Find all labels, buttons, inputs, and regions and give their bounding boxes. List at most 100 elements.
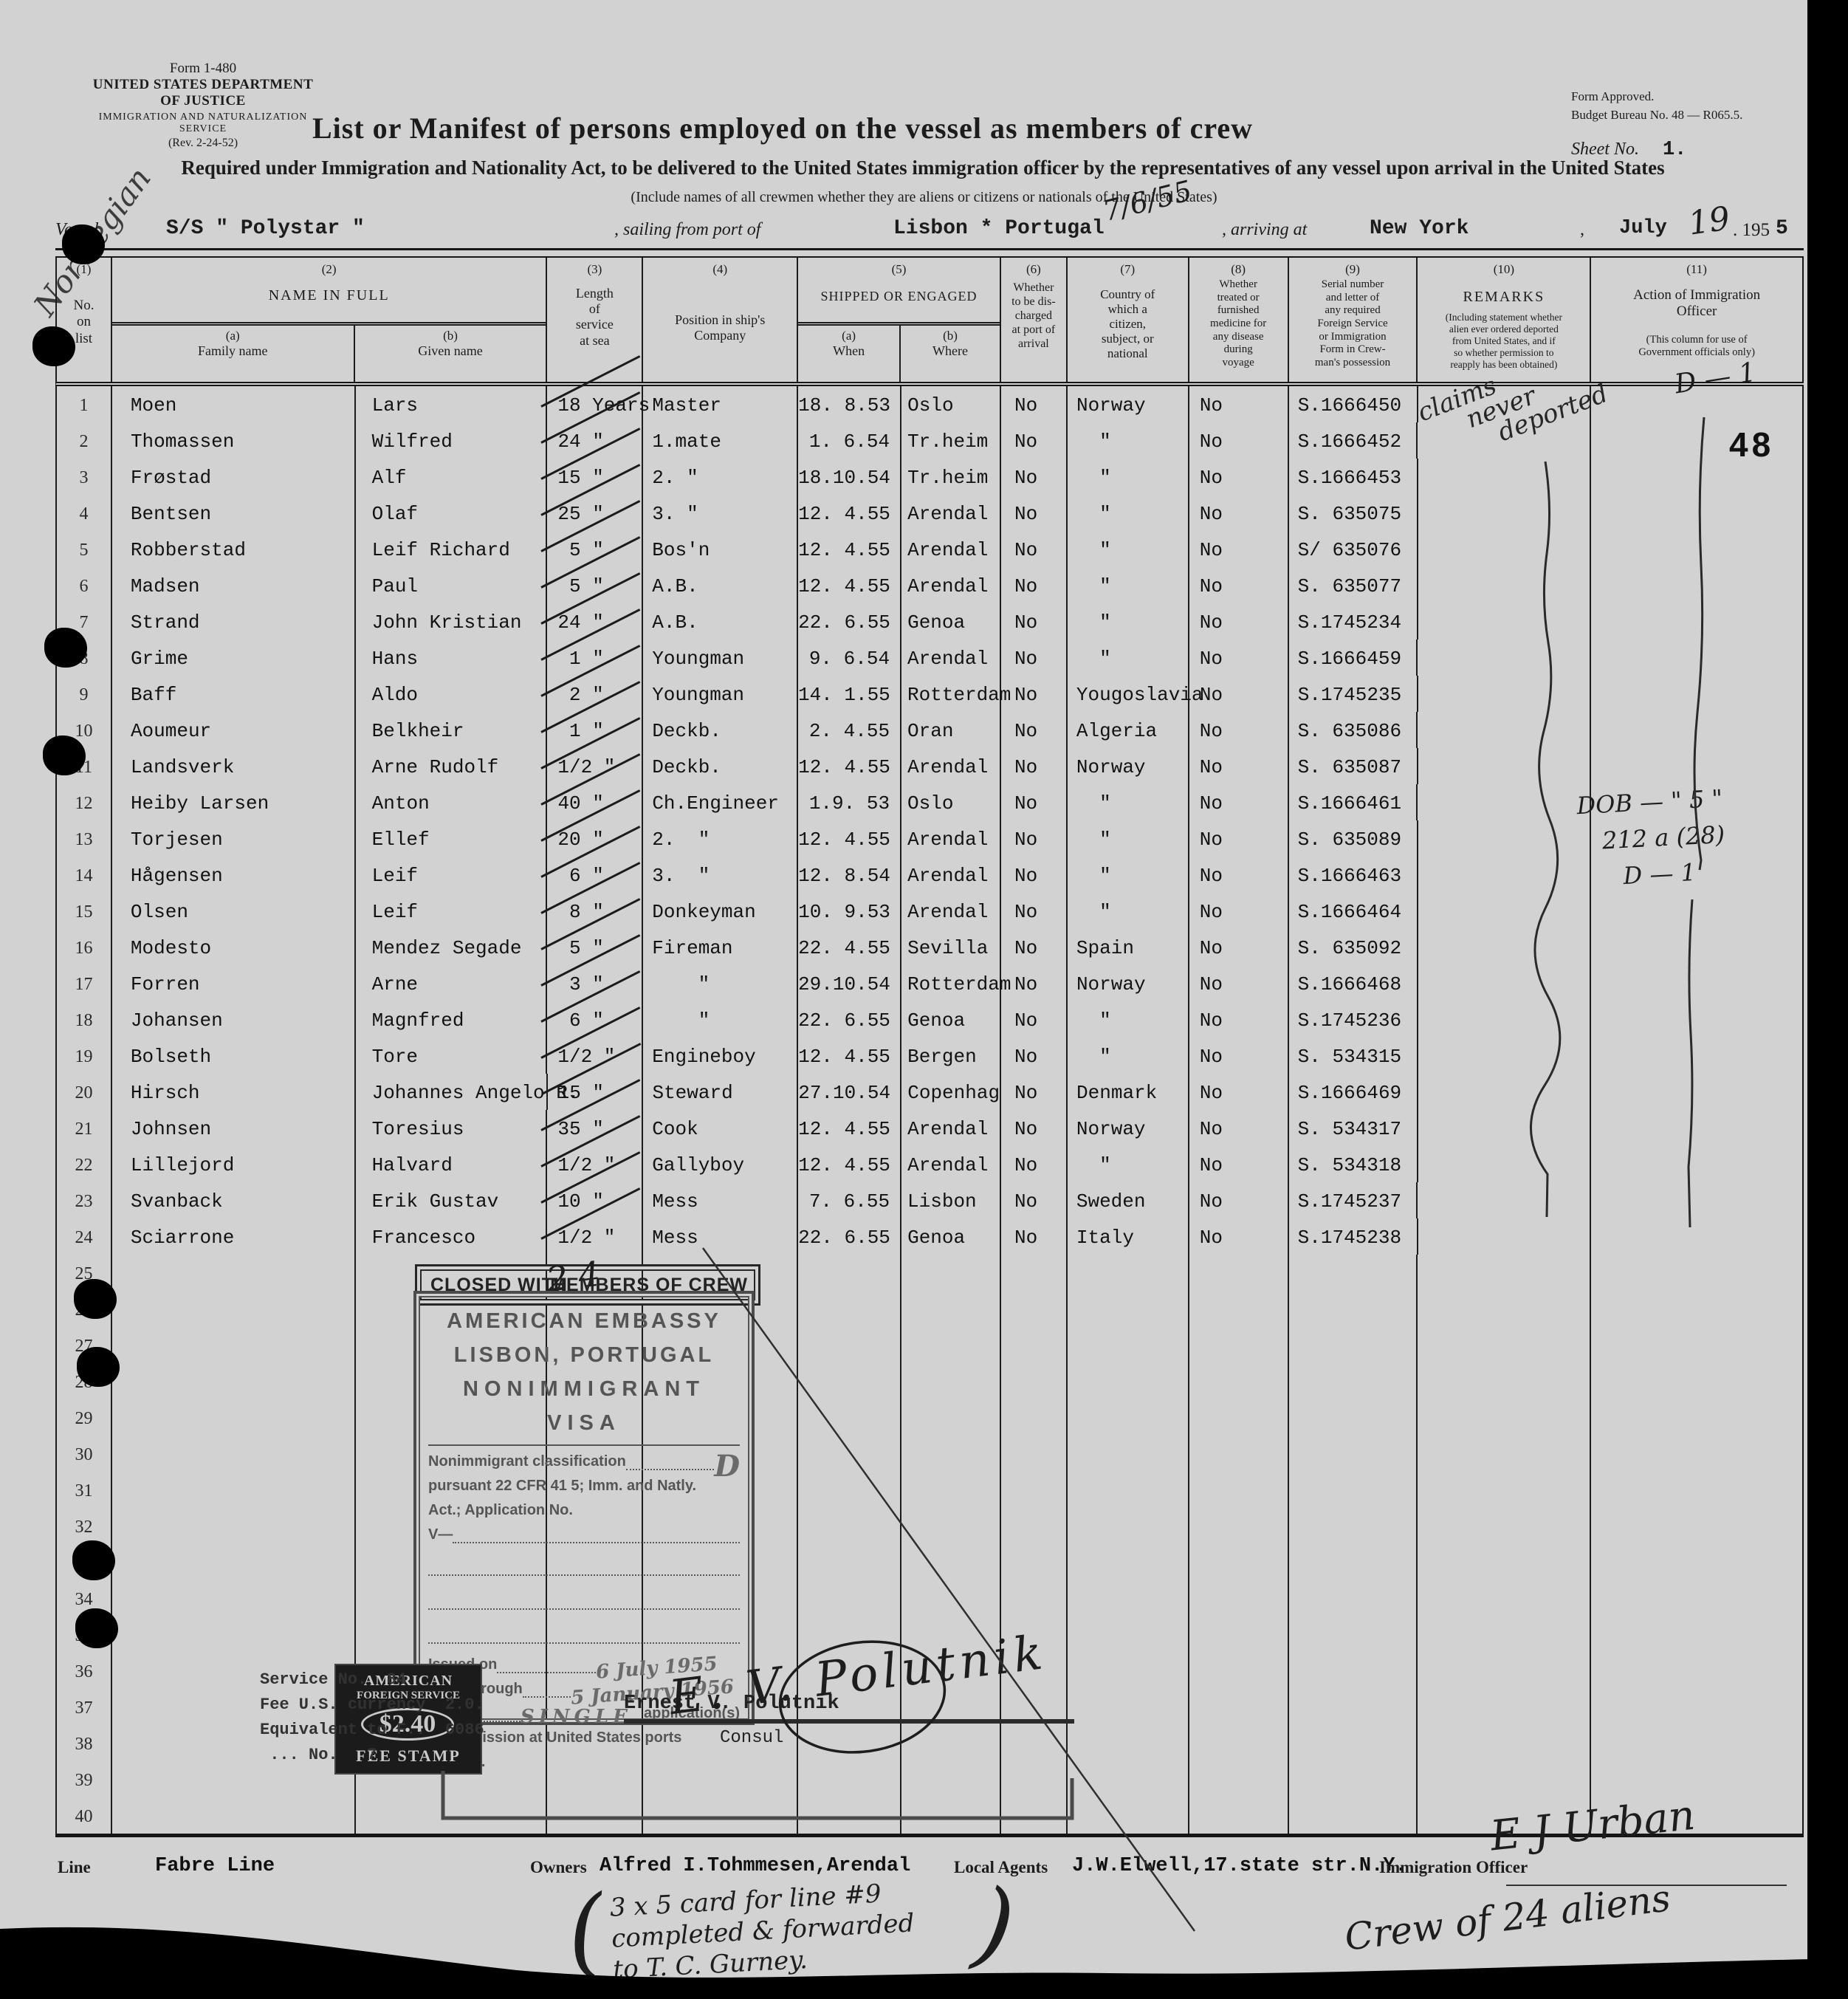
table-row: 9 Baff Aldo 2 " Youngman 14. 1.55 Rotter… xyxy=(57,676,1804,712)
row-number: 22 xyxy=(57,1146,112,1182)
family-name-cell: Johnsen xyxy=(112,1110,356,1146)
given-name-cell: Hans xyxy=(356,640,548,676)
emb-class-handwritten: D xyxy=(714,1449,740,1484)
serial-number-cell xyxy=(1289,1544,1418,1580)
country-cell xyxy=(1068,1327,1189,1363)
row-number: 14 xyxy=(57,857,112,893)
row-number: 5 xyxy=(57,531,112,567)
table-row: 20 Hirsch Johannes Angelo R. 15 " Stewar… xyxy=(57,1074,1804,1110)
action-cell xyxy=(1591,1399,1804,1436)
name-subheader: (a) Family name (b) Given name xyxy=(111,322,546,382)
serial-number-cell xyxy=(1289,1363,1418,1399)
shipped-when-cell: 2. 4.55 xyxy=(798,712,902,748)
action-cell xyxy=(1591,1580,1804,1616)
col-header-length: (3) Length of service at sea xyxy=(547,258,644,382)
medicine-cell xyxy=(1189,1616,1289,1653)
arrival-port: New York xyxy=(1370,217,1469,240)
position-cell: Steward xyxy=(643,1074,799,1110)
length-of-service-cell xyxy=(547,1436,644,1472)
remarks-cell xyxy=(1418,422,1592,459)
where-label: Where xyxy=(932,343,968,358)
length-of-service-cell: 1/2 " xyxy=(547,1038,644,1074)
table-row: 22 Lillejord Halvard 1/2 " Gallyboy 12. … xyxy=(57,1146,1804,1182)
row-number: 16 xyxy=(57,929,112,965)
family-name-cell: Modesto xyxy=(112,929,356,965)
remarks-cell xyxy=(1418,893,1592,929)
shipped-when-cell: 22. 6.55 xyxy=(798,1218,902,1255)
family-name-cell: Aoumeur xyxy=(112,712,356,748)
date-comma: , xyxy=(1580,220,1584,239)
action-cell xyxy=(1591,1291,1804,1327)
country-cell xyxy=(1068,1255,1189,1291)
revision-note: (Rev. 2-24-52) xyxy=(168,137,238,149)
action-cell xyxy=(1591,1725,1804,1761)
hole-punch xyxy=(32,326,75,366)
row-number: 9 xyxy=(57,676,112,712)
dotted-rule xyxy=(497,1657,597,1673)
country-cell xyxy=(1068,1580,1189,1616)
country-cell: " xyxy=(1068,784,1189,820)
row-number: 7 xyxy=(57,603,112,640)
given-name-cell: Olaf xyxy=(356,495,548,531)
shipped-when-cell xyxy=(798,1797,902,1834)
discharged-cell xyxy=(1001,1544,1068,1580)
crew-table: (1) No. on list (2) NAME IN FULL (a) Fam… xyxy=(55,248,1804,1837)
position-cell: A.B. xyxy=(643,567,799,603)
shipped-subheader: (a) When (b) Where xyxy=(798,322,1000,382)
length-of-service-cell: 24 " xyxy=(547,603,644,640)
discharged-cell xyxy=(1001,1761,1068,1797)
emb-for-handwritten: SINGLE xyxy=(520,1706,632,1728)
line-value: Fabre Line xyxy=(155,1855,275,1877)
fee-stamp-line3: FEE STAMP xyxy=(356,1746,461,1765)
embassy-line3: NONIMMIGRANT VISA xyxy=(428,1372,740,1446)
shipped-when-cell: 1.9. 53 xyxy=(798,784,902,820)
shipped-when-cell xyxy=(798,1255,902,1291)
row-number: 19 xyxy=(57,1038,112,1074)
shipped-where-cell xyxy=(901,1797,1001,1834)
shipped-where-cell: Arendal xyxy=(901,495,1001,531)
discharged-cell: No xyxy=(1001,929,1068,965)
serial-number-cell: S. 635089 xyxy=(1289,820,1418,857)
country-cell: " xyxy=(1068,640,1189,676)
shipped-where-cell: Oran xyxy=(901,712,1001,748)
serial-number-cell: S.1666452 xyxy=(1289,422,1418,459)
serial-number-cell xyxy=(1289,1472,1418,1508)
family-name-cell: Hågensen xyxy=(112,857,356,893)
discharged-cell: No xyxy=(1001,640,1068,676)
country-cell: " xyxy=(1068,893,1189,929)
position-cell: Bos'n xyxy=(643,531,799,567)
shipped-when-cell: 29.10.54 xyxy=(798,965,902,1001)
action-cell xyxy=(1591,820,1804,857)
row-number: 17 xyxy=(57,965,112,1001)
row-number: 30 xyxy=(57,1436,112,1472)
family-name-cell: Frøstad xyxy=(112,459,356,495)
table-row: 19 Bolseth Tore 1/2 " Engineboy 12. 4.55… xyxy=(57,1038,1804,1074)
medicine-cell xyxy=(1189,1580,1289,1616)
discharged-cell: No xyxy=(1001,676,1068,712)
length-of-service-cell: 24 " xyxy=(547,422,644,459)
remarks-cell xyxy=(1418,1399,1592,1436)
country-cell: Algeria xyxy=(1068,712,1189,748)
given-name-cell: Belkheir xyxy=(356,712,548,748)
length-of-service-cell: 6 " xyxy=(547,1001,644,1038)
action-cell xyxy=(1591,640,1804,676)
given-name-cell: Mendez Segade xyxy=(356,929,548,965)
serial-number-cell xyxy=(1289,1761,1418,1797)
discharged-label: Whether to be dis- charged at port of ar… xyxy=(1011,281,1056,350)
position-cell: 2. " xyxy=(643,459,799,495)
shipped-when-cell: 7. 6.55 xyxy=(798,1182,902,1218)
given-name-cell xyxy=(356,1544,548,1580)
position-cell: Deckb. xyxy=(643,748,799,784)
family-name-cell: Forren xyxy=(112,965,356,1001)
serial-number-cell: S.1745235 xyxy=(1289,676,1418,712)
shipped-when-cell: 18.10.54 xyxy=(798,459,902,495)
action-cell xyxy=(1591,1689,1804,1725)
action-cell xyxy=(1591,386,1804,422)
given-name-cell xyxy=(356,1255,548,1291)
position-cell: 1.mate xyxy=(643,422,799,459)
given-name-cell: Arne Rudolf xyxy=(356,748,548,784)
shipped-when-cell: 22. 4.55 xyxy=(798,929,902,965)
family-name-cell: Sciarrone xyxy=(112,1218,356,1255)
country-cell: " xyxy=(1068,1146,1189,1182)
